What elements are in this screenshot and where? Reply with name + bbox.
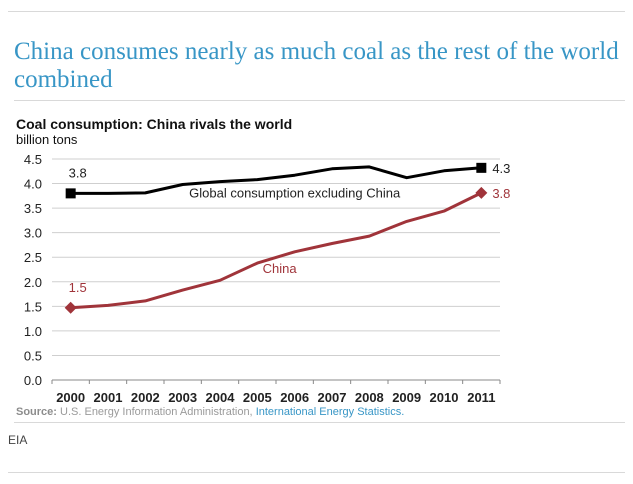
series-label-global: Global consumption excluding China [189, 185, 401, 200]
x-tick-label: 2000 [56, 390, 85, 405]
data-point-marker [64, 301, 77, 314]
chart-title: Coal consumption: China rivals the world [16, 116, 293, 132]
x-tick-label: 2008 [355, 390, 384, 405]
article-headline: China consumes nearly as much coal as th… [14, 38, 619, 93]
y-axis: 0.0 0.5 1.0 1.5 2.0 2.5 3.0 3.5 4.0 4.5 [24, 152, 42, 388]
y-tick-label: 0.0 [24, 373, 42, 388]
line-chart: 0.00.51.01.52.02.53.03.54.04.5 2000 2001 2… [24, 152, 511, 405]
series-line-1 [70, 191, 482, 310]
source-text: U.S. Energy Information Administration, [60, 406, 253, 418]
data-point-marker [65, 188, 76, 199]
x-tick-label: 2011 [467, 390, 495, 405]
gridlines [52, 158, 500, 356]
data-point-marker [475, 186, 488, 199]
x-tick-label: 2001 [94, 390, 123, 405]
y-tick-label: 1.5 [24, 299, 42, 314]
y-tick-label: 2.5 [24, 250, 42, 265]
x-tick-label: 2007 [318, 390, 347, 405]
x-tick-label: 2010 [430, 390, 459, 405]
y-tick-label: 3.0 [24, 226, 42, 241]
source-divider [14, 422, 625, 423]
x-axis: 2000 2001 2002 2003 2004 2005 2006 2007 2008 2009… [51, 379, 501, 405]
start-value-label: 1.5 [69, 280, 87, 295]
y-tick-label: 0.5 [24, 348, 42, 363]
top-divider [8, 11, 625, 12]
y-tick-label: 4.5 [24, 152, 42, 167]
x-tick-label: 2004 [206, 390, 236, 405]
series-line-0 [70, 165, 482, 195]
headline-divider [14, 100, 625, 101]
bottom-divider [8, 472, 625, 473]
y-tick-label: 2.0 [24, 275, 42, 290]
end-value-label: 4.3 [492, 161, 510, 176]
y-axis-unit-label: billion tons [16, 132, 78, 147]
y-tick-label: 1.0 [24, 324, 42, 339]
data-point-marker [476, 162, 487, 173]
end-value-label: 3.8 [492, 186, 510, 201]
series-label-china: China [263, 261, 298, 276]
x-tick-label: 2002 [131, 390, 160, 405]
x-tick-label: 2009 [392, 390, 421, 405]
y-tick-label: 4.0 [24, 177, 42, 192]
start-value-label: 3.8 [69, 165, 87, 180]
x-tick-label: 2005 [243, 390, 272, 405]
source-label: Source: [16, 406, 57, 418]
series [64, 162, 488, 314]
image-credit: EIA [8, 433, 28, 447]
source-link[interactable]: International Energy Statistics. [255, 406, 405, 418]
y-tick-label: 3.5 [24, 201, 42, 216]
x-tick-label: 2006 [280, 390, 309, 405]
data-labels: 3.8 4.3 1.5 3.8 Global consumption excluding… [69, 161, 511, 295]
x-tick-label: 2003 [168, 390, 197, 405]
chart-source: Source: U.S. Energy Information Administ… [16, 406, 404, 418]
